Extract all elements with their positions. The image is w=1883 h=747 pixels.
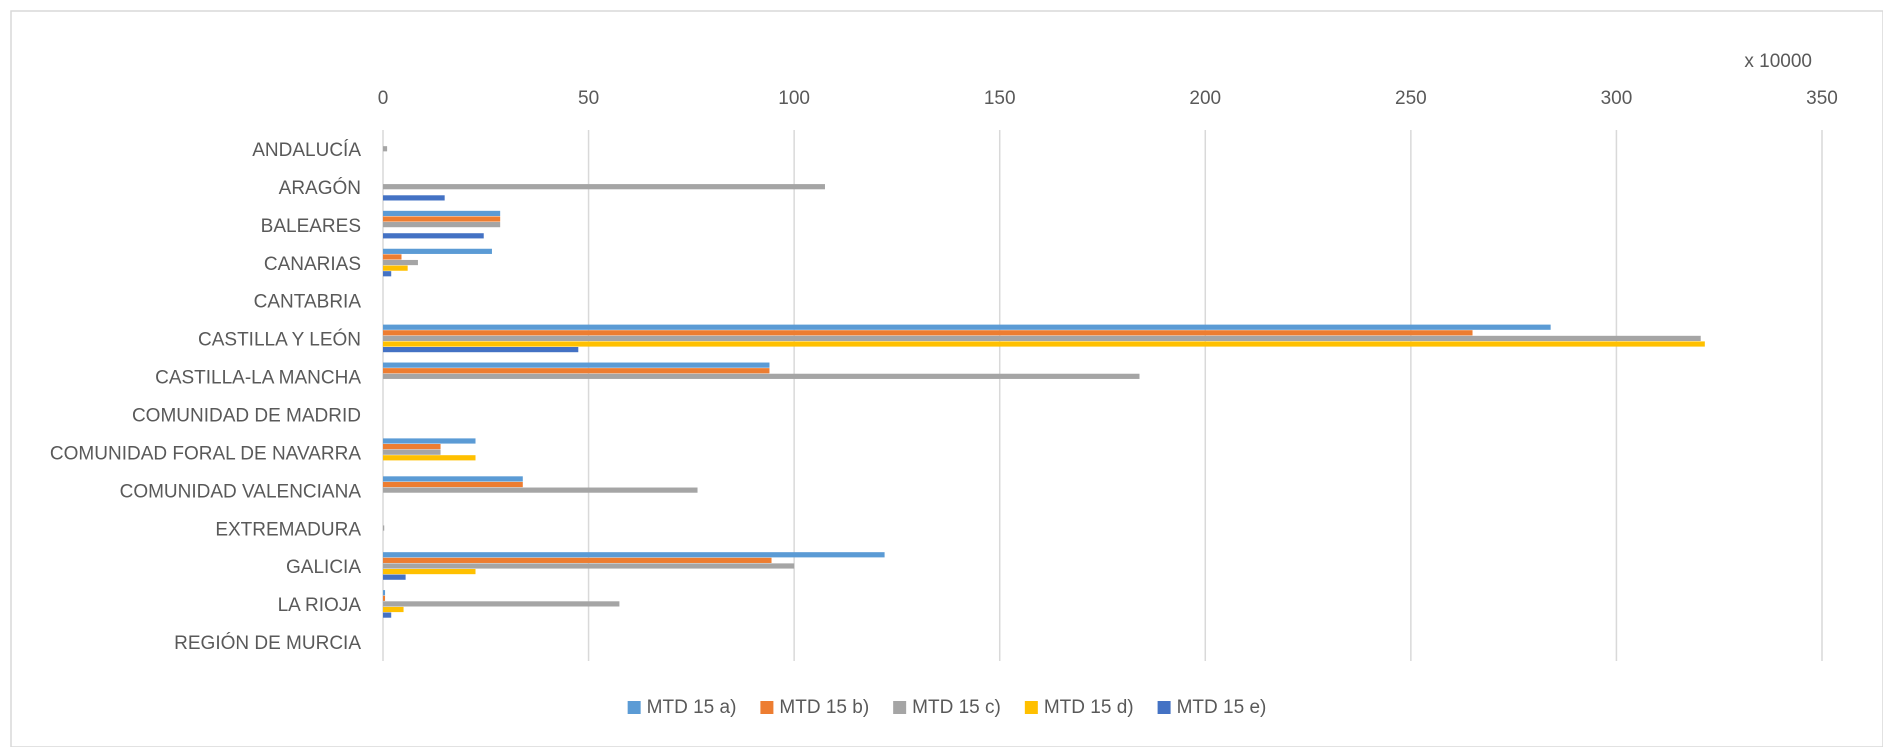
- category-label: LA RIOJA: [278, 595, 362, 616]
- category-label: CASTILLA-LA MANCHA: [155, 368, 361, 389]
- chart-border: [10, 10, 1883, 747]
- bars: [383, 146, 1705, 618]
- x-tick-label: 0: [378, 88, 389, 109]
- bar: [383, 341, 1705, 347]
- bar: [383, 568, 476, 575]
- x-tick-label: 150: [984, 88, 1016, 109]
- category-label: ARAGÓN: [279, 177, 361, 199]
- category-label: ANDALUCÍA: [252, 140, 361, 161]
- bar: [383, 254, 402, 260]
- bar: [383, 146, 388, 152]
- bar: [383, 210, 501, 217]
- category-label: GALICIA: [286, 557, 361, 578]
- legend: MTD 15 a) MTD 15 b) MTD 15 c) MTD 15 d) MTD …: [627, 697, 1267, 718]
- legend-swatch: [760, 701, 774, 714]
- x-tick-label: 50: [578, 88, 599, 109]
- bar: [383, 335, 1701, 342]
- x-tick-label: 100: [778, 88, 810, 109]
- legend-swatch: [1024, 701, 1038, 714]
- category-label: COMUNIDAD FORAL DE NAVARRA: [50, 443, 361, 464]
- legend-label: MTD 15 c): [912, 697, 1001, 718]
- category-label: COMUNIDAD VALENCIANA: [120, 481, 362, 502]
- category-label: REGIÓN DE MURCIA: [174, 632, 361, 654]
- axis-unit-label: x 10000: [1744, 51, 1812, 72]
- bar: [383, 195, 445, 201]
- legend-swatch: [627, 701, 641, 714]
- legend-swatch: [893, 701, 907, 714]
- bar: [383, 612, 392, 618]
- category-label: COMUNIDAD DE MADRID: [132, 405, 361, 426]
- bar: [383, 487, 698, 493]
- bar: [383, 476, 523, 482]
- category-label: BALEARES: [261, 216, 361, 237]
- bar: [383, 574, 406, 580]
- category-label: CANTABRIA: [254, 292, 362, 313]
- bar: [383, 557, 772, 563]
- x-axis-tick-labels: 0 50 100 150 200 250 300 350: [378, 88, 1838, 109]
- bar: [383, 216, 501, 222]
- x-tick-label: 300: [1601, 88, 1633, 109]
- x-tick-label: 350: [1806, 88, 1838, 109]
- category-label: CASTILLA Y LEÓN: [198, 329, 361, 351]
- bar: [383, 265, 408, 271]
- bar: [383, 347, 579, 353]
- x-tick-label: 250: [1395, 88, 1427, 109]
- bar: [383, 606, 404, 613]
- bar: [383, 259, 418, 266]
- bar: [383, 449, 441, 455]
- category-label: EXTREMADURA: [215, 519, 361, 540]
- legend-label: MTD 15 a): [647, 697, 737, 718]
- legend-label: MTD 15 e): [1177, 697, 1267, 718]
- bar: [383, 330, 1473, 336]
- bar: [383, 595, 386, 601]
- bar: [383, 362, 770, 368]
- bar: [383, 233, 484, 239]
- x-tick-label: 200: [1189, 88, 1221, 109]
- bar: [383, 552, 885, 558]
- bar: [383, 373, 1140, 379]
- legend-label: MTD 15 b): [779, 697, 869, 718]
- bar: [383, 481, 523, 488]
- category-labels: ANDALUCÍA ARAGÓN BALEARES CANARIAS CANTABRIA…: [50, 140, 361, 654]
- bar: [383, 601, 620, 607]
- category-label: CANARIAS: [264, 254, 361, 275]
- bar: [383, 590, 386, 596]
- bar: [383, 368, 770, 374]
- bar: [383, 438, 476, 444]
- bar: [383, 184, 825, 190]
- bar: [383, 324, 1551, 330]
- legend-label: MTD 15 d): [1044, 697, 1134, 718]
- bar: [383, 271, 392, 277]
- bar: [383, 222, 501, 228]
- bar: [383, 525, 385, 531]
- bar: [383, 443, 441, 450]
- bar: [383, 455, 476, 461]
- legend-swatch: [1157, 701, 1171, 714]
- bar: [383, 248, 492, 254]
- bar: [383, 563, 795, 569]
